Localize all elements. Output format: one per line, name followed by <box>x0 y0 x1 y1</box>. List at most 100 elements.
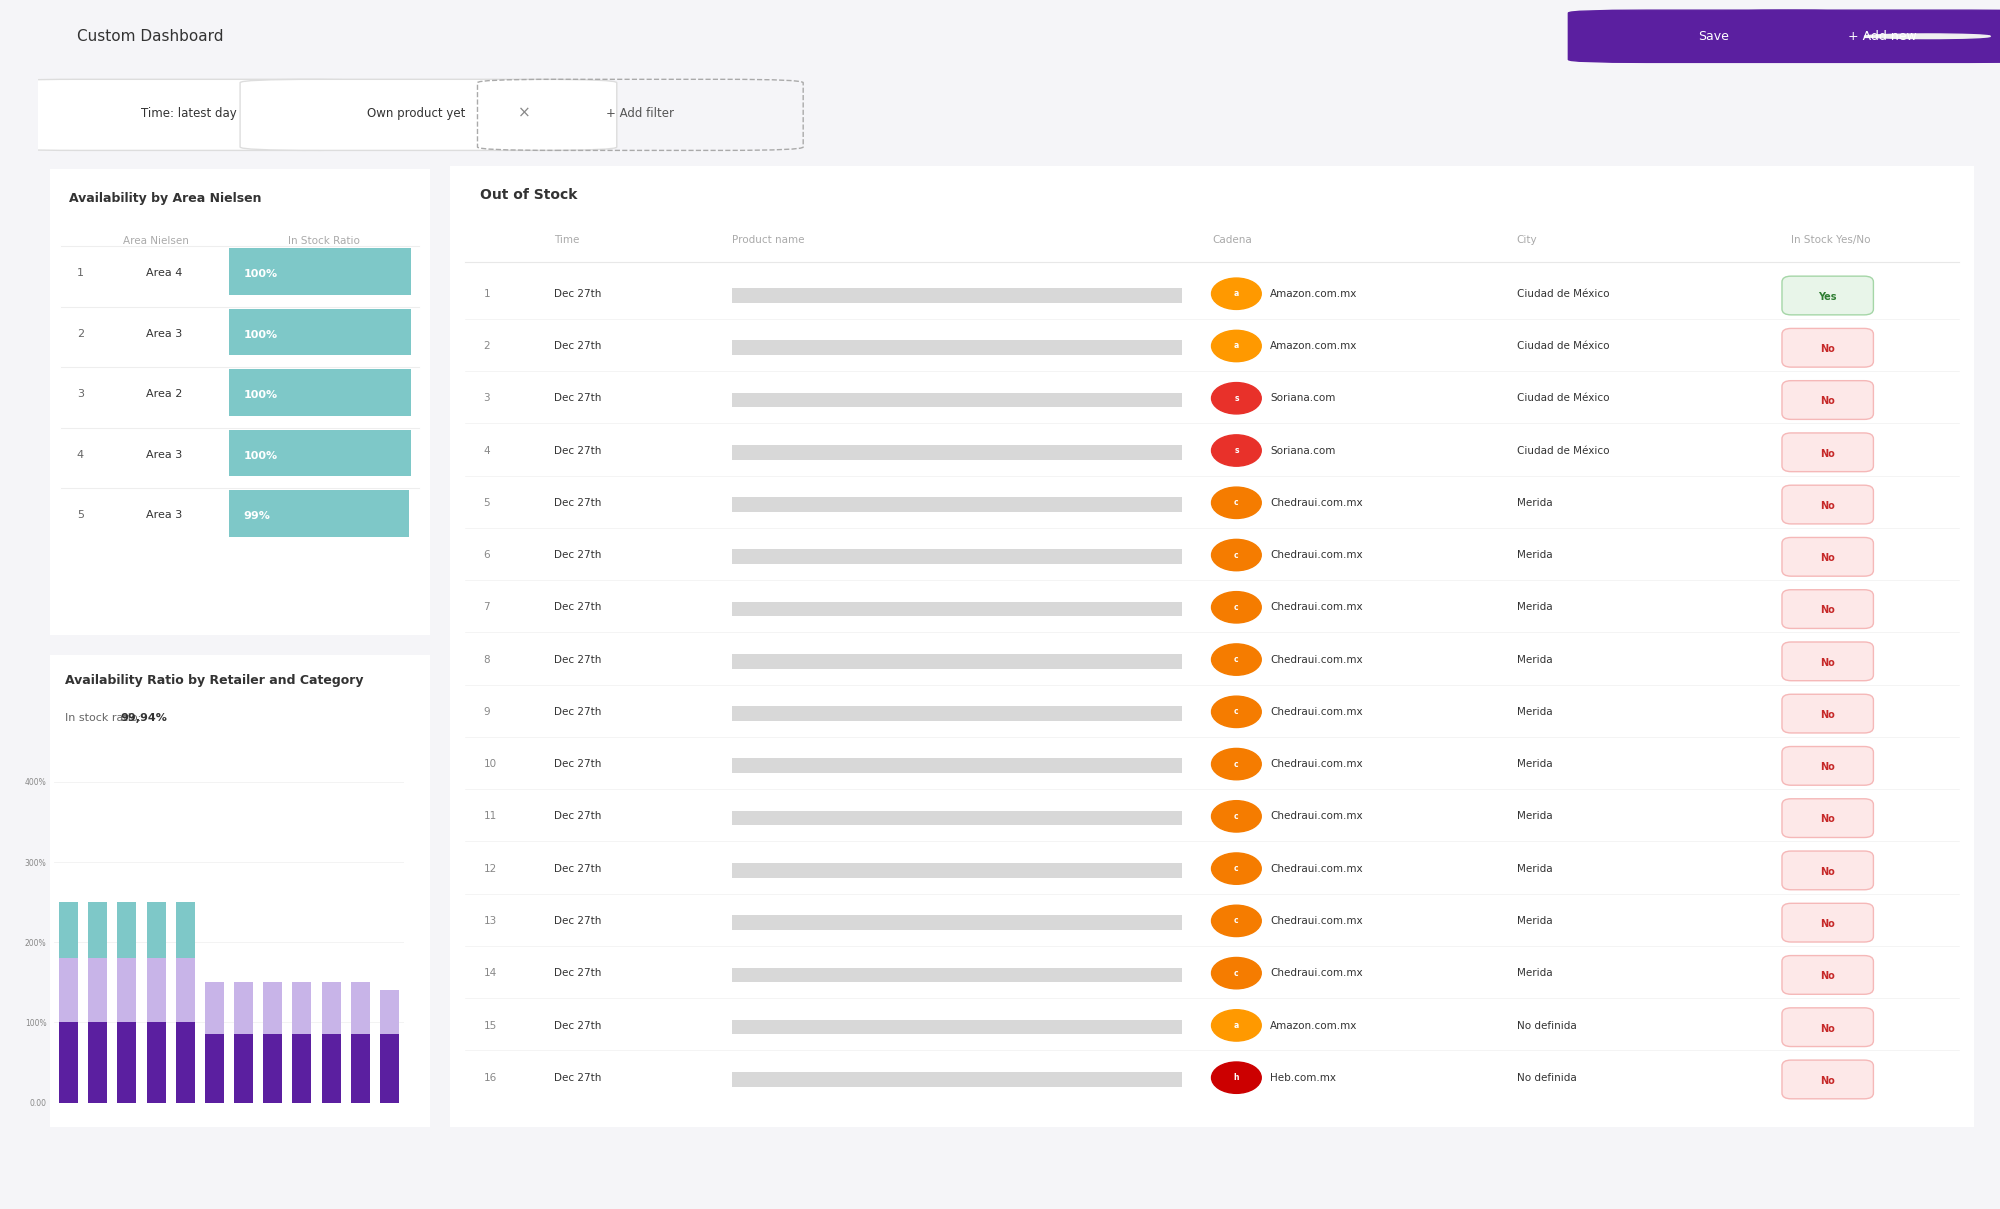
Text: Dec 27th: Dec 27th <box>554 968 602 978</box>
FancyBboxPatch shape <box>1782 381 1874 420</box>
Text: No: No <box>1820 397 1836 406</box>
Text: c: c <box>1234 550 1238 560</box>
FancyBboxPatch shape <box>1782 590 1874 629</box>
Text: c: c <box>1234 603 1238 612</box>
Text: Yes: Yes <box>1818 291 1836 302</box>
Text: No: No <box>1820 1024 1836 1034</box>
Text: a: a <box>1234 289 1240 299</box>
Circle shape <box>1212 696 1262 728</box>
Text: Dec 27th: Dec 27th <box>554 916 602 926</box>
Text: 99%: 99% <box>244 511 270 521</box>
Text: c: c <box>1234 968 1238 978</box>
Text: No: No <box>1820 710 1836 721</box>
Text: Merida: Merida <box>1516 602 1552 613</box>
FancyBboxPatch shape <box>228 430 412 476</box>
Text: Heb.com.mx: Heb.com.mx <box>1270 1072 1336 1083</box>
FancyBboxPatch shape <box>228 308 412 355</box>
Text: + Add filter: + Add filter <box>606 106 674 120</box>
Text: Time: latest day: Time: latest day <box>142 106 236 120</box>
Text: 13: 13 <box>484 916 496 926</box>
Text: 15: 15 <box>484 1020 496 1030</box>
FancyBboxPatch shape <box>228 370 412 416</box>
FancyBboxPatch shape <box>1782 694 1874 733</box>
Bar <box>204 1035 224 1103</box>
Text: Ciudad de México: Ciudad de México <box>1516 446 1610 456</box>
FancyBboxPatch shape <box>1782 642 1874 681</box>
Text: 7: 7 <box>484 602 490 613</box>
Bar <box>234 1035 254 1103</box>
Bar <box>88 1023 108 1103</box>
Text: Product name: Product name <box>732 235 804 244</box>
FancyBboxPatch shape <box>732 915 1182 930</box>
FancyBboxPatch shape <box>1568 10 1858 63</box>
Text: No: No <box>1820 867 1836 877</box>
Text: Dec 27th: Dec 27th <box>554 655 602 665</box>
Text: 14: 14 <box>484 968 496 978</box>
Text: Merida: Merida <box>1516 916 1552 926</box>
FancyBboxPatch shape <box>732 1019 1182 1035</box>
Text: No: No <box>1820 449 1836 458</box>
Text: Chedraui.com.mx: Chedraui.com.mx <box>1270 811 1362 821</box>
FancyBboxPatch shape <box>1782 485 1874 523</box>
Text: Ciudad de México: Ciudad de México <box>1516 393 1610 404</box>
Text: Merida: Merida <box>1516 811 1552 821</box>
Text: Cadena: Cadena <box>1212 235 1252 244</box>
Text: s: s <box>1234 394 1238 403</box>
FancyBboxPatch shape <box>1782 799 1874 838</box>
Text: 16: 16 <box>484 1072 496 1083</box>
Text: No: No <box>1820 919 1836 929</box>
FancyBboxPatch shape <box>732 288 1182 302</box>
Text: Chedraui.com.mx: Chedraui.com.mx <box>1270 707 1362 717</box>
Text: a: a <box>1234 341 1240 351</box>
FancyBboxPatch shape <box>1782 1060 1874 1099</box>
Text: Dec 27th: Dec 27th <box>554 707 602 717</box>
FancyBboxPatch shape <box>434 156 1990 1136</box>
FancyBboxPatch shape <box>732 549 1182 565</box>
FancyBboxPatch shape <box>1782 851 1874 890</box>
Text: No: No <box>1820 345 1836 354</box>
Text: In stock ratio:: In stock ratio: <box>66 713 144 723</box>
Text: 5: 5 <box>484 498 490 508</box>
Text: c: c <box>1234 812 1238 821</box>
Bar <box>176 959 194 1023</box>
Text: Ciudad de México: Ciudad de México <box>1516 341 1610 351</box>
Text: Dec 27th: Dec 27th <box>554 341 602 351</box>
Bar <box>380 990 398 1035</box>
Circle shape <box>1212 906 1262 937</box>
Text: 100%: 100% <box>244 451 278 461</box>
Bar <box>380 1035 398 1103</box>
Text: 6: 6 <box>484 550 490 560</box>
Text: No: No <box>1820 762 1836 773</box>
Text: Custom Dashboard: Custom Dashboard <box>78 29 224 44</box>
FancyBboxPatch shape <box>42 160 438 644</box>
Circle shape <box>1212 644 1262 676</box>
Text: Own product yet: Own product yet <box>368 106 466 120</box>
FancyBboxPatch shape <box>1782 1008 1874 1047</box>
Text: Area 3: Area 3 <box>146 329 182 339</box>
Text: Area 3: Area 3 <box>146 450 182 459</box>
Text: Dec 27th: Dec 27th <box>554 811 602 821</box>
Text: Merida: Merida <box>1516 550 1552 560</box>
Circle shape <box>1212 487 1262 519</box>
FancyBboxPatch shape <box>1782 538 1874 577</box>
Text: Chedraui.com.mx: Chedraui.com.mx <box>1270 602 1362 613</box>
Text: Availability Ratio by Retailer and Category: Availability Ratio by Retailer and Categ… <box>66 673 364 687</box>
Text: 11: 11 <box>484 811 496 821</box>
Bar <box>292 983 312 1035</box>
Text: + Add new: + Add new <box>1848 30 1916 42</box>
Text: Chedraui.com.mx: Chedraui.com.mx <box>1270 968 1362 978</box>
Circle shape <box>1212 591 1262 623</box>
Text: h: h <box>1234 1074 1240 1082</box>
Text: In Stock Yes/No: In Stock Yes/No <box>1792 235 1870 244</box>
Text: 3: 3 <box>484 393 490 404</box>
Circle shape <box>1212 958 1262 989</box>
Text: No: No <box>1820 554 1836 563</box>
Text: Dec 27th: Dec 27th <box>554 446 602 456</box>
Bar <box>322 1035 340 1103</box>
FancyBboxPatch shape <box>1782 329 1874 368</box>
Bar <box>60 902 78 959</box>
Text: No definida: No definida <box>1516 1020 1576 1030</box>
FancyBboxPatch shape <box>732 341 1182 355</box>
Text: Dec 27th: Dec 27th <box>554 759 602 769</box>
Circle shape <box>1212 435 1262 467</box>
